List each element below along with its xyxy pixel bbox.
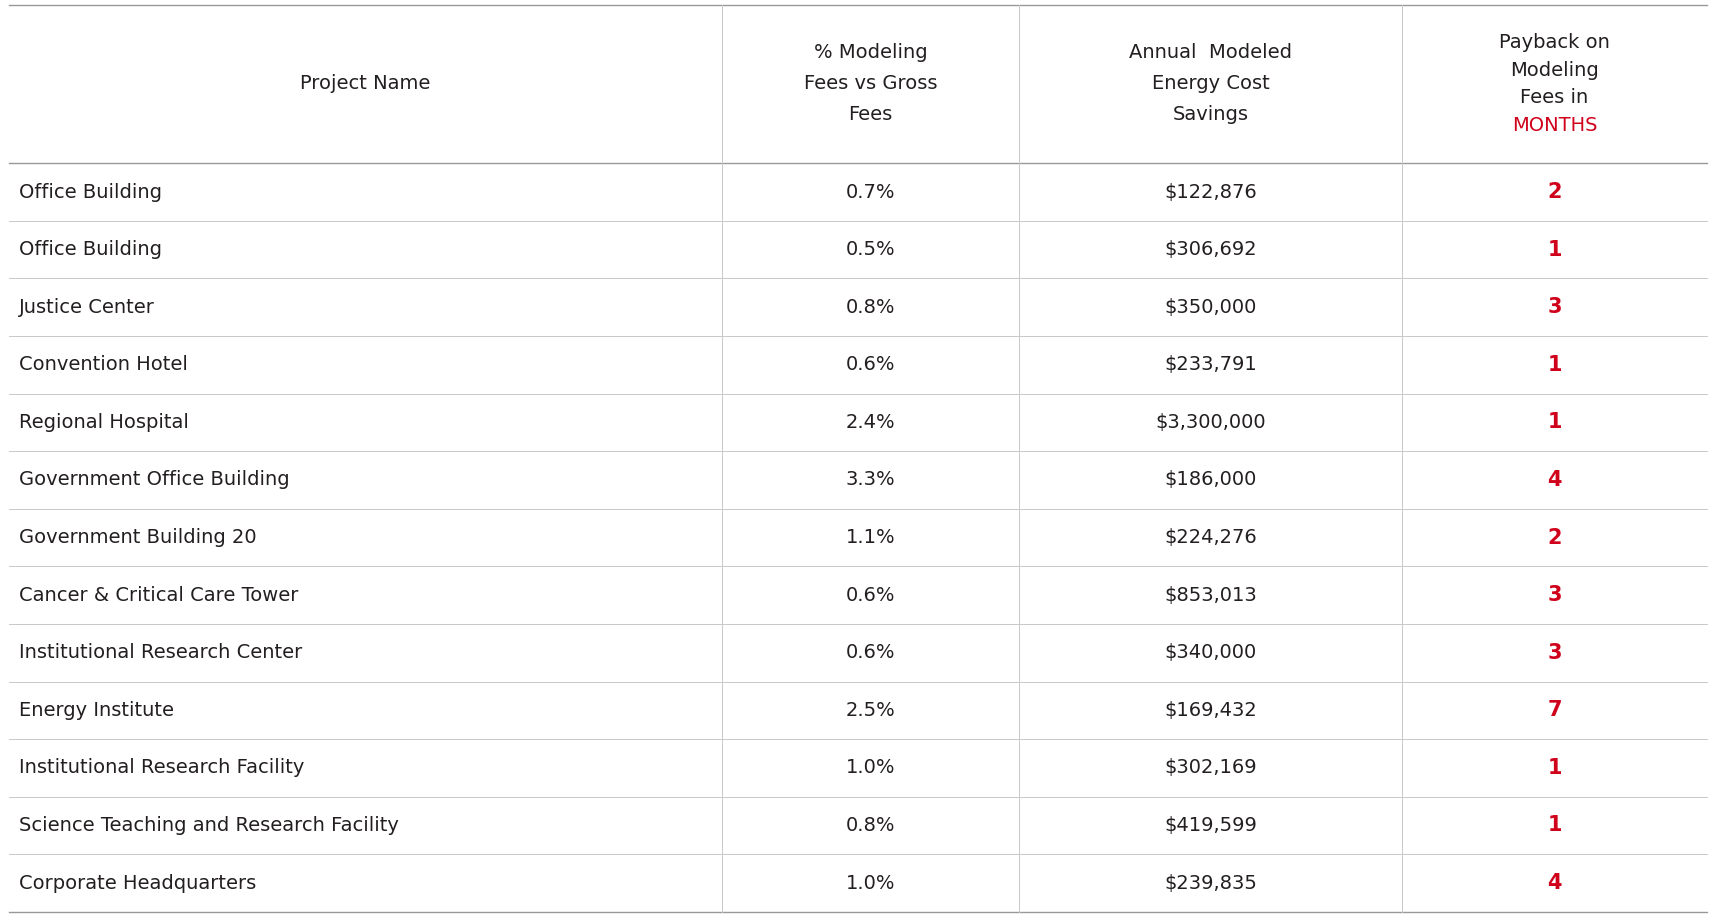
Text: Modeling: Modeling <box>1510 60 1599 80</box>
Text: Convention Hotel: Convention Hotel <box>19 355 187 375</box>
Text: $233,791: $233,791 <box>1163 355 1256 375</box>
Text: $350,000: $350,000 <box>1165 298 1256 317</box>
Text: Institutional Research Facility: Institutional Research Facility <box>19 758 304 778</box>
Text: 2: 2 <box>1548 528 1562 548</box>
Text: 1.1%: 1.1% <box>846 529 896 547</box>
Text: $122,876: $122,876 <box>1163 182 1256 202</box>
Text: Fees in: Fees in <box>1520 88 1589 107</box>
Text: 0.8%: 0.8% <box>846 298 896 317</box>
Text: Project Name: Project Name <box>300 74 431 93</box>
Text: Government Building 20: Government Building 20 <box>19 529 256 547</box>
Text: 1: 1 <box>1548 240 1562 259</box>
Text: 7: 7 <box>1548 701 1562 720</box>
Text: Energy Institute: Energy Institute <box>19 701 173 720</box>
Text: 0.6%: 0.6% <box>846 355 896 375</box>
Text: $3,300,000: $3,300,000 <box>1155 413 1266 432</box>
Text: 3: 3 <box>1548 643 1562 663</box>
Text: Justice Center: Justice Center <box>19 298 154 317</box>
Text: $306,692: $306,692 <box>1163 240 1256 259</box>
Text: MONTHS: MONTHS <box>1512 115 1598 135</box>
Text: 1: 1 <box>1548 412 1562 432</box>
Text: 1: 1 <box>1548 815 1562 835</box>
Text: $419,599: $419,599 <box>1163 816 1256 835</box>
Text: $340,000: $340,000 <box>1165 643 1256 662</box>
Text: 0.5%: 0.5% <box>846 240 896 259</box>
Text: 1.0%: 1.0% <box>846 874 896 892</box>
Text: 3: 3 <box>1548 297 1562 317</box>
Text: Institutional Research Center: Institutional Research Center <box>19 643 302 662</box>
Text: Office Building: Office Building <box>19 182 161 202</box>
Text: 2.4%: 2.4% <box>846 413 896 432</box>
Text: $224,276: $224,276 <box>1163 529 1256 547</box>
Text: 3.3%: 3.3% <box>846 471 896 489</box>
Text: $302,169: $302,169 <box>1163 758 1256 778</box>
Text: 0.6%: 0.6% <box>846 643 896 662</box>
Text: Corporate Headquarters: Corporate Headquarters <box>19 874 256 892</box>
Text: 1: 1 <box>1548 758 1562 778</box>
Text: Science Teaching and Research Facility: Science Teaching and Research Facility <box>19 816 398 835</box>
Text: Annual  Modeled
Energy Cost
Savings: Annual Modeled Energy Cost Savings <box>1129 43 1292 125</box>
Text: Office Building: Office Building <box>19 240 161 259</box>
Text: 2: 2 <box>1548 182 1562 202</box>
Text: $169,432: $169,432 <box>1163 701 1256 720</box>
Text: Regional Hospital: Regional Hospital <box>19 413 189 432</box>
Text: 1.0%: 1.0% <box>846 758 896 778</box>
Text: Cancer & Critical Care Tower: Cancer & Critical Care Tower <box>19 585 299 605</box>
Text: 0.7%: 0.7% <box>846 182 896 202</box>
Text: $239,835: $239,835 <box>1163 874 1256 892</box>
Text: Payback on: Payback on <box>1500 33 1610 52</box>
Text: 4: 4 <box>1548 470 1562 490</box>
Text: 4: 4 <box>1548 873 1562 893</box>
Text: 3: 3 <box>1548 585 1562 605</box>
Text: % Modeling
Fees vs Gross
Fees: % Modeling Fees vs Gross Fees <box>805 43 937 125</box>
Text: $186,000: $186,000 <box>1165 471 1256 489</box>
Text: 0.8%: 0.8% <box>846 816 896 835</box>
Text: Government Office Building: Government Office Building <box>19 471 290 489</box>
Text: 2.5%: 2.5% <box>846 701 896 720</box>
Text: 1: 1 <box>1548 354 1562 375</box>
Text: 0.6%: 0.6% <box>846 585 896 605</box>
Text: $853,013: $853,013 <box>1163 585 1256 605</box>
